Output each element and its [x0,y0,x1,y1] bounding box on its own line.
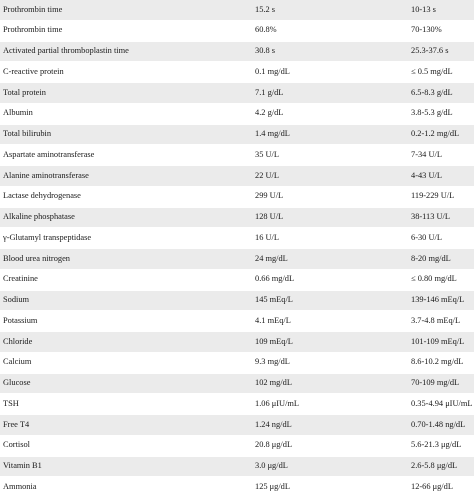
result-value-cell: 3.0 μg/dL [255,456,410,478]
test-name-cell: Ammonia [0,476,255,498]
reference-range-cell: 119-229 U/L [410,186,474,208]
reference-range-cell: 70-109 mg/dL [410,373,474,395]
test-name-cell: Creatinine [0,269,255,291]
test-name-cell: Calcium [0,352,255,374]
table-row: Free T4 1.24 ng/dL 0.70-1.48 ng/dL [0,414,474,436]
result-value-cell: 1.4 mg/dL [255,124,410,146]
test-name-cell: Chloride [0,331,255,353]
table-row: Prothrombin time 15.2 s 10-13 s [0,0,474,21]
test-name-cell: Alanine aminotransferase [0,165,255,187]
result-value-cell: 145 mEq/L [255,290,410,312]
result-value-cell: 30.8 s [255,41,410,63]
reference-range-cell: 38-113 U/L [410,207,474,229]
result-value-cell: 4.1 mEq/L [255,310,410,332]
test-name-cell: Free T4 [0,414,255,436]
reference-range-cell: 4-43 U/L [410,165,474,187]
result-value-cell: 299 U/L [255,186,410,208]
table-row: Cortisol 20.8 μg/dL 5.6-21.3 μg/dL [0,435,474,457]
reference-range-cell: 25.3-37.6 s [410,41,474,63]
test-name-cell: TSH [0,393,255,415]
test-name-cell: Albumin [0,103,255,125]
result-value-cell: 15.2 s [255,0,410,21]
table-row: Calcium 9.3 mg/dL 8.6-10.2 mg/dL [0,352,474,374]
table-row: Aspartate aminotransferase 35 U/L 7-34 U/L [0,144,474,166]
test-name-cell: Activated partial thromboplastin time [0,41,255,63]
test-name-cell: Alkaline phosphatase [0,207,255,229]
reference-range-cell: ≤ 0.80 mg/dL [410,269,474,291]
table-row: Blood urea nitrogen 24 mg/dL 8-20 mg/dL [0,248,474,270]
table-row: Prothrombin time 60.8% 70-130% [0,20,474,42]
test-name-cell: Lactase dehydrogenase [0,186,255,208]
reference-range-cell: 70-130% [410,20,474,42]
table-row: Alanine aminotransferase 22 U/L 4-43 U/L [0,165,474,187]
result-value-cell: 128 U/L [255,207,410,229]
result-value-cell: 0.1 mg/dL [255,61,410,83]
result-value-cell: 60.8% [255,20,410,42]
test-name-cell: Potassium [0,310,255,332]
reference-range-cell: 7-34 U/L [410,144,474,166]
table-row: Albumin 4.2 g/dL 3.8-5.3 g/dL [0,103,474,125]
result-value-cell: 16 U/L [255,227,410,249]
reference-range-cell: 12-66 μg/dL [410,476,474,498]
reference-range-cell: 139-146 mEq/L [410,290,474,312]
table-row: Chloride 109 mEq/L 101-109 mEq/L [0,331,474,353]
reference-range-cell: 3.7-4.8 mEq/L [410,310,474,332]
result-value-cell: 7.1 g/dL [255,82,410,104]
reference-range-cell: ≤ 0.5 mg/dL [410,61,474,83]
reference-range-cell: 0.2-1.2 mg/dL [410,124,474,146]
result-value-cell: 4.2 g/dL [255,103,410,125]
table-row: Creatinine 0.66 mg/dL ≤ 0.80 mg/dL [0,269,474,291]
table-row: Vitamin B1 3.0 μg/dL 2.6-5.8 μg/dL [0,456,474,478]
test-name-cell: Total protein [0,82,255,104]
table-row: γ-Glutamyl transpeptidase 16 U/L 6-30 U/L [0,227,474,249]
table-row: Alkaline phosphatase 128 U/L 38-113 U/L [0,207,474,229]
test-name-cell: Vitamin B1 [0,456,255,478]
test-name-cell: Prothrombin time [0,20,255,42]
table-row: Sodium 145 mEq/L 139-146 mEq/L [0,290,474,312]
reference-range-cell: 6.5-8.3 g/dL [410,82,474,104]
result-value-cell: 109 mEq/L [255,331,410,353]
result-value-cell: 35 U/L [255,144,410,166]
table-row: Total protein 7.1 g/dL 6.5-8.3 g/dL [0,82,474,104]
result-value-cell: 20.8 μg/dL [255,435,410,457]
result-value-cell: 22 U/L [255,165,410,187]
table-row: C-reactive protein 0.1 mg/dL ≤ 0.5 mg/dL [0,61,474,83]
test-name-cell: Blood urea nitrogen [0,248,255,270]
reference-range-cell: 10-13 s [410,0,474,21]
result-value-cell: 1.24 ng/dL [255,414,410,436]
reference-range-cell: 8.6-10.2 mg/dL [410,352,474,374]
test-name-cell: Glucose [0,373,255,395]
reference-range-cell: 0.70-1.48 ng/dL [410,414,474,436]
table-row: Activated partial thromboplastin time 30.… [0,41,474,63]
test-name-cell: C-reactive protein [0,61,255,83]
reference-range-cell: 101-109 mEq/L [410,331,474,353]
test-name-cell: Cortisol [0,435,255,457]
table-row: Potassium 4.1 mEq/L 3.7-4.8 mEq/L [0,310,474,332]
test-name-cell: Sodium [0,290,255,312]
table-row: TSH 1.06 μIU/mL 0.35-4.94 μIU/mL [0,393,474,415]
test-name-cell: Aspartate aminotransferase [0,144,255,166]
reference-range-cell: 5.6-21.3 μg/dL [410,435,474,457]
test-name-cell: Prothrombin time [0,0,255,21]
table-row: Ammonia 125 μg/dL 12-66 μg/dL [0,476,474,498]
test-name-cell: γ-Glutamyl transpeptidase [0,227,255,249]
result-value-cell: 9.3 mg/dL [255,352,410,374]
table-row: Total bilirubin 1.4 mg/dL 0.2-1.2 mg/dL [0,124,474,146]
result-value-cell: 0.66 mg/dL [255,269,410,291]
result-value-cell: 102 mg/dL [255,373,410,395]
result-value-cell: 125 μg/dL [255,476,410,498]
reference-range-cell: 6-30 U/L [410,227,474,249]
reference-range-cell: 3.8-5.3 g/dL [410,103,474,125]
result-value-cell: 24 mg/dL [255,248,410,270]
result-value-cell: 1.06 μIU/mL [255,393,410,415]
test-name-cell: Total bilirubin [0,124,255,146]
table-row: Lactase dehydrogenase 299 U/L 119-229 U/L [0,186,474,208]
table-row: Glucose 102 mg/dL 70-109 mg/dL [0,373,474,395]
reference-range-cell: 0.35-4.94 μIU/mL [410,393,474,415]
reference-range-cell: 8-20 mg/dL [410,248,474,270]
